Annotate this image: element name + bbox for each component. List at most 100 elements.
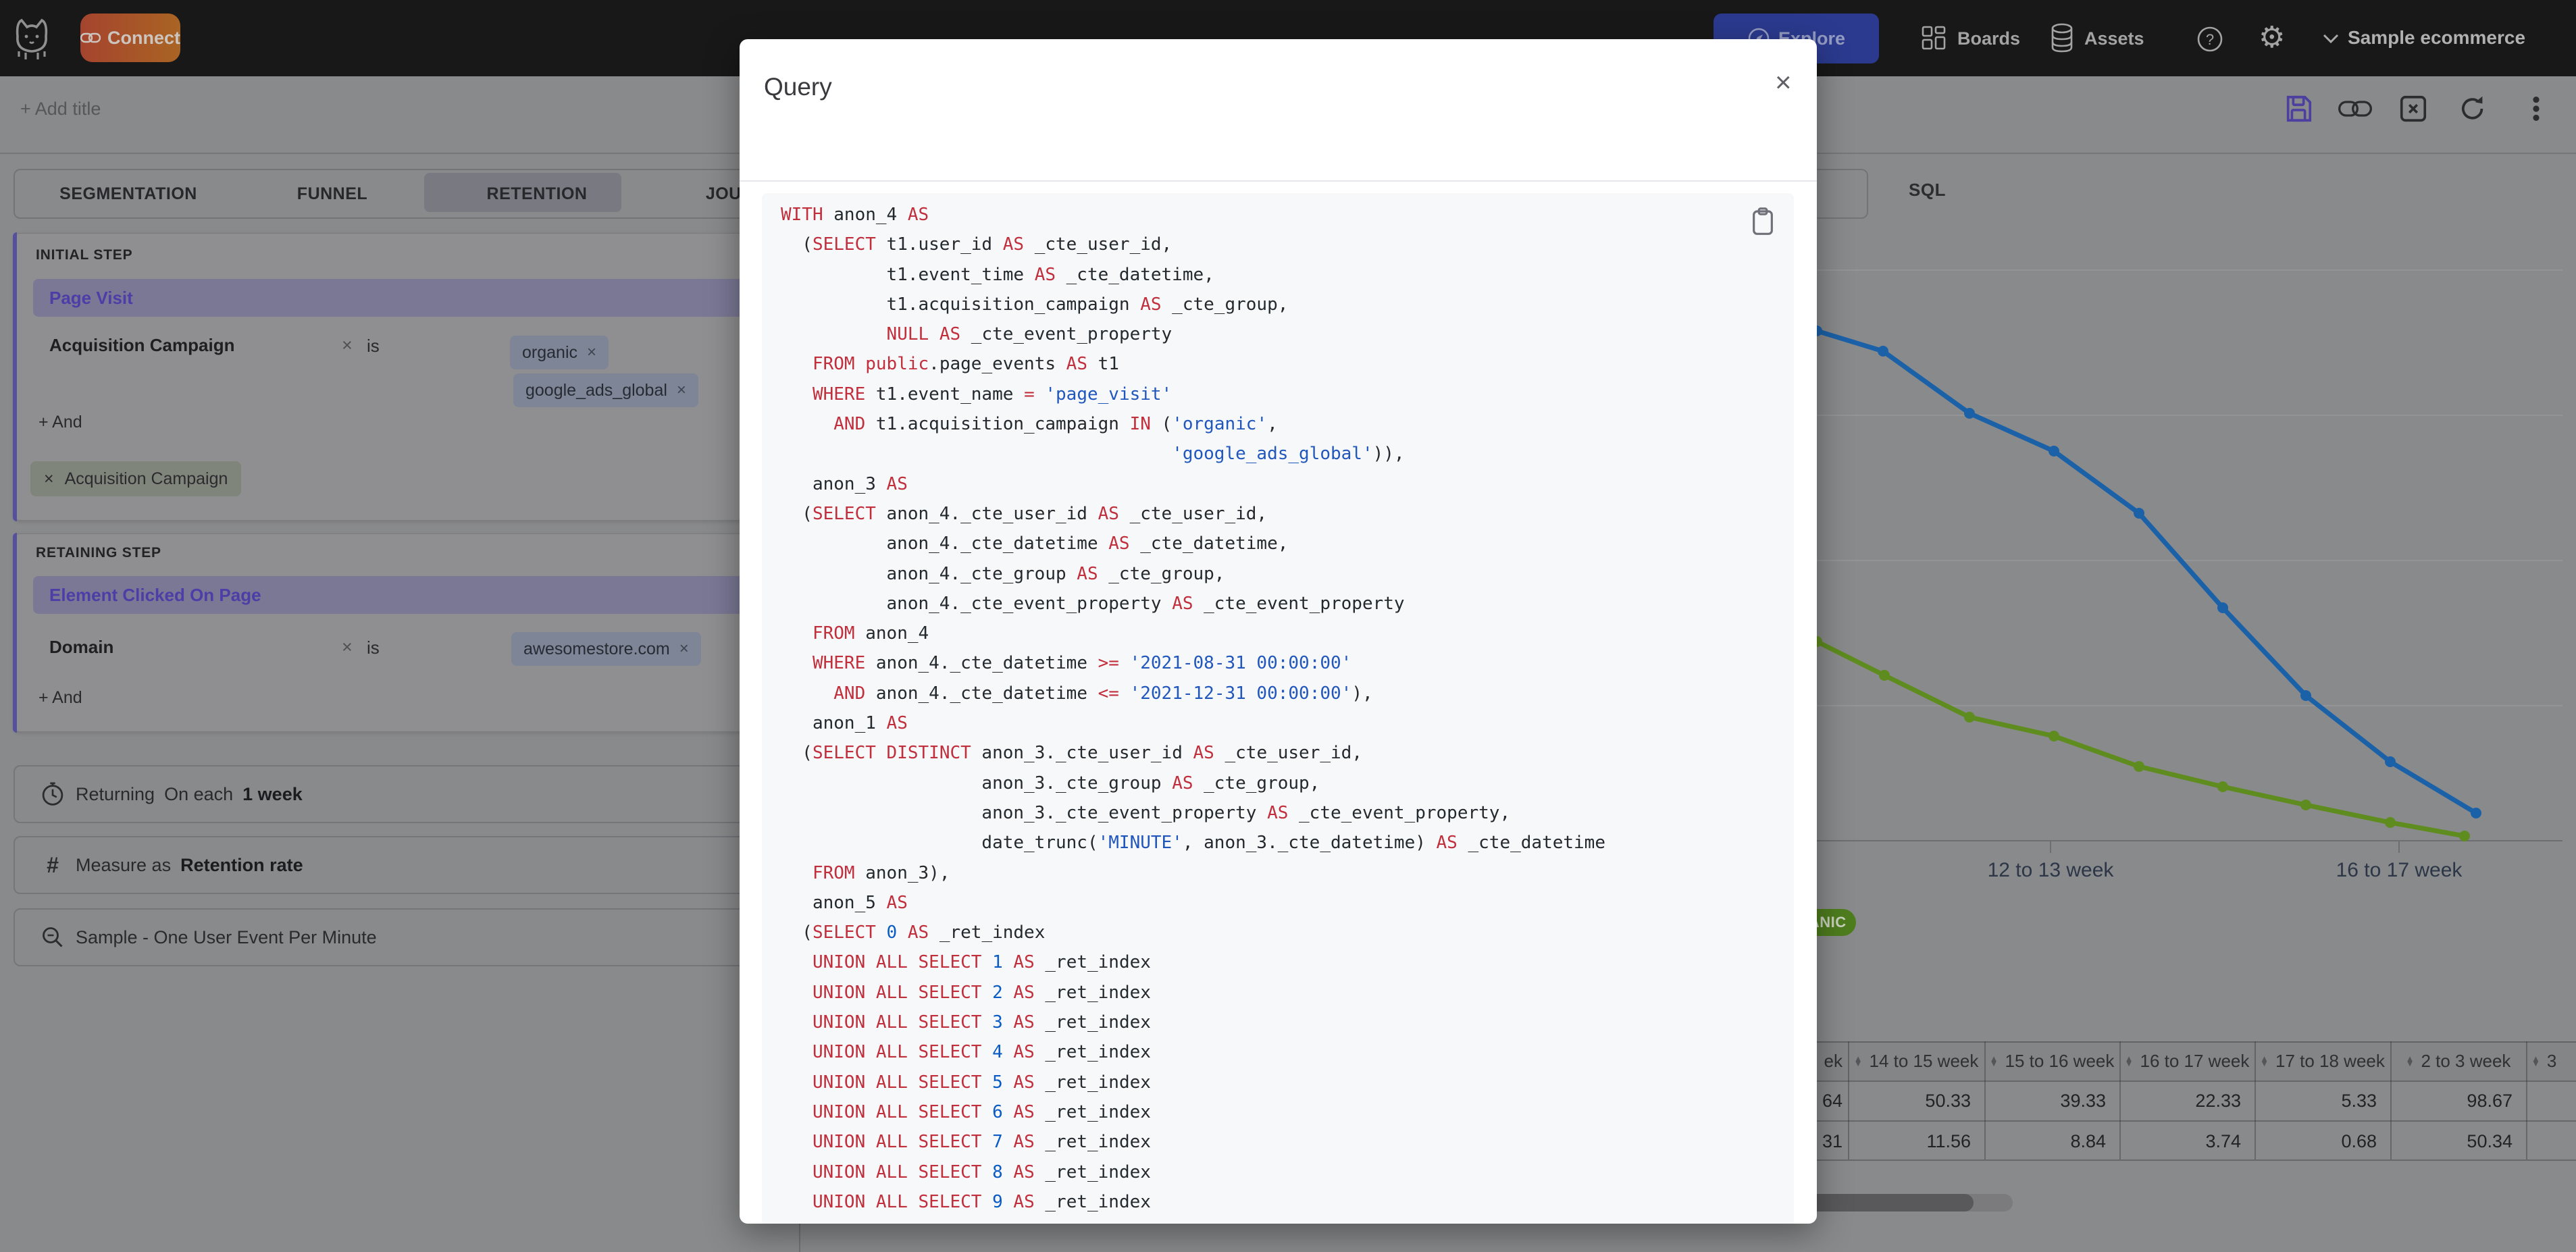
- table-vline: [1984, 1041, 1986, 1159]
- assets-nav-item[interactable]: Assets: [2084, 28, 2144, 49]
- table-gridline-fragment: [799, 1224, 800, 1252]
- boards-nav-item[interactable]: Boards: [1957, 28, 2021, 49]
- horizontal-scrollbar-thumb[interactable]: [1797, 1194, 1974, 1211]
- table-cell: 31: [1822, 1131, 1843, 1151]
- tab-segmentation[interactable]: SEGMENTATION: [59, 184, 197, 203]
- retaining-step-title: RETAINING STEP: [36, 545, 161, 560]
- table-cell: 3.74: [2205, 1131, 2241, 1151]
- table-cell: 22.33: [2195, 1091, 2241, 1111]
- table-cell: 64: [1822, 1091, 1843, 1111]
- table-hline: [1815, 1041, 2576, 1043]
- tab-sql[interactable]: SQL: [1909, 180, 1946, 200]
- x-axis-tick-label: 16 to 17 week: [2336, 859, 2463, 881]
- refresh-icon[interactable]: [2457, 93, 2488, 124]
- property-label: Domain: [49, 637, 114, 657]
- table-vline: [2119, 1041, 2121, 1159]
- chip-remove-icon[interactable]: ×: [587, 343, 597, 361]
- event-name: Page Visit: [49, 287, 133, 308]
- returning-period-row[interactable]: Returning On each 1 week: [14, 765, 1094, 823]
- search-icon: [39, 925, 66, 949]
- chevron-down-icon: [2323, 34, 2339, 44]
- selected-tab-pill: [424, 173, 621, 212]
- copy-link-icon[interactable]: [2338, 99, 2372, 119]
- tab-retention[interactable]: RETENTION: [486, 184, 588, 203]
- table-header-cell[interactable]: ▲ ▼ 17 to 18 week: [2260, 1050, 2385, 1071]
- sample-label: Sample - One User Event Per Minute: [76, 927, 377, 947]
- x-axis-tick-label: 12 to 13 week: [1987, 859, 2114, 881]
- table-vline: [2390, 1041, 2392, 1159]
- table-vline: [1848, 1041, 1849, 1159]
- table-cell: 5.33: [2341, 1091, 2377, 1111]
- operator-label[interactable]: is: [367, 637, 380, 658]
- table-header-cell[interactable]: ek: [1824, 1050, 1843, 1071]
- card-accent-bar: [13, 533, 17, 733]
- chip-label: Acquisition Campaign: [64, 469, 228, 488]
- chip-label: organic: [522, 342, 577, 362]
- copy-icon[interactable]: [1749, 205, 1776, 238]
- initial-step-event-row[interactable]: Page Visit: [33, 279, 845, 317]
- table-hline: [1815, 1080, 2576, 1082]
- boards-grid-icon[interactable]: [1922, 26, 1946, 50]
- filter-value-chip[interactable]: google_ads_global ×: [513, 373, 698, 407]
- svg-text:?: ?: [2206, 31, 2214, 48]
- retention-line-chart: [1770, 269, 2562, 853]
- table-vline: [2255, 1041, 2256, 1159]
- link-chain-icon: [80, 32, 101, 43]
- sql-code-block: WITH anon_4 AS (SELECT t1.user_id AS _ct…: [762, 193, 1794, 1224]
- add-and-condition[interactable]: + And: [38, 688, 82, 707]
- save-icon[interactable]: [2283, 93, 2314, 124]
- app-logo-cat-icon[interactable]: [12, 15, 51, 61]
- table-header-cell[interactable]: ▲ ▼ 2 to 3 week: [2405, 1050, 2511, 1071]
- more-kebab-icon[interactable]: [2521, 93, 2552, 124]
- table-header-cell[interactable]: ▲ ▼ 14 to 15 week: [1853, 1050, 1979, 1071]
- table-cell: 98.67: [2467, 1091, 2513, 1111]
- add-title-button[interactable]: + Add title: [20, 99, 101, 119]
- modal-title: Query: [764, 73, 832, 101]
- query-modal: Query × WITH anon_4 AS (SELECT t1.user_i…: [740, 39, 1817, 1224]
- sql-code: WITH anon_4 AS (SELECT t1.user_id AS _ct…: [781, 205, 1605, 1224]
- stopwatch-icon: [39, 781, 66, 807]
- measure-label: Measure as: [76, 854, 172, 875]
- table-cell: 11.56: [1926, 1131, 1971, 1151]
- help-icon[interactable]: ?: [2196, 26, 2223, 53]
- breakdown-chip[interactable]: × Acquisition Campaign: [30, 461, 242, 496]
- close-icon[interactable]: ×: [1775, 66, 1792, 98]
- chip-label: google_ads_global: [525, 380, 667, 400]
- chip-remove-icon[interactable]: ×: [676, 381, 686, 399]
- tab-funnel[interactable]: FUNNEL: [297, 184, 368, 203]
- table-cell: 8.84: [2070, 1131, 2106, 1151]
- assets-database-icon[interactable]: [2050, 23, 2074, 53]
- property-label: Acquisition Campaign: [49, 335, 235, 355]
- chip-remove-icon[interactable]: ×: [44, 469, 54, 488]
- chip-remove-icon[interactable]: ×: [679, 640, 689, 658]
- table-hline: [1815, 1120, 2576, 1122]
- table-header-cell[interactable]: ▲ ▼ 3: [2531, 1050, 2557, 1071]
- workspace-selector[interactable]: Sample ecommerce: [2348, 27, 2526, 48]
- operator-label[interactable]: is: [367, 336, 380, 356]
- sample-row[interactable]: Sample - One User Event Per Minute: [14, 908, 1094, 966]
- retaining-step-event-row[interactable]: Element Clicked On Page: [33, 576, 845, 614]
- table-cell: 0.68: [2341, 1131, 2377, 1151]
- filter-value-chip[interactable]: awesomestore.com ×: [511, 632, 701, 666]
- table-hline: [1815, 1159, 2576, 1161]
- period-value: 1 week: [242, 783, 303, 804]
- table-header-cell[interactable]: ▲ ▼ 15 to 16 week: [1989, 1050, 2115, 1071]
- filter-value-chip[interactable]: organic ×: [510, 336, 609, 369]
- table-cell: 39.33: [2060, 1091, 2106, 1111]
- table-header-cell[interactable]: ▲ ▼ 16 to 17 week: [2124, 1050, 2250, 1071]
- connect-button[interactable]: Connect: [80, 14, 180, 62]
- settings-gear-icon[interactable]: ⚙: [2259, 21, 2286, 54]
- on-each-label: On each: [164, 783, 234, 804]
- event-name: Element Clicked On Page: [49, 584, 261, 605]
- table-vline: [2526, 1041, 2527, 1159]
- table-cell: 50.34: [2467, 1131, 2513, 1151]
- measure-value: Retention rate: [180, 854, 303, 875]
- card-accent-bar: [13, 232, 17, 521]
- connect-label: Connect: [107, 27, 180, 48]
- add-and-condition[interactable]: + And: [38, 413, 82, 432]
- measure-row[interactable]: # Measure as Retention rate: [14, 836, 1094, 894]
- remove-property-icon[interactable]: ×: [342, 637, 353, 657]
- export-x-icon[interactable]: [2398, 93, 2429, 124]
- remove-property-icon[interactable]: ×: [342, 335, 353, 355]
